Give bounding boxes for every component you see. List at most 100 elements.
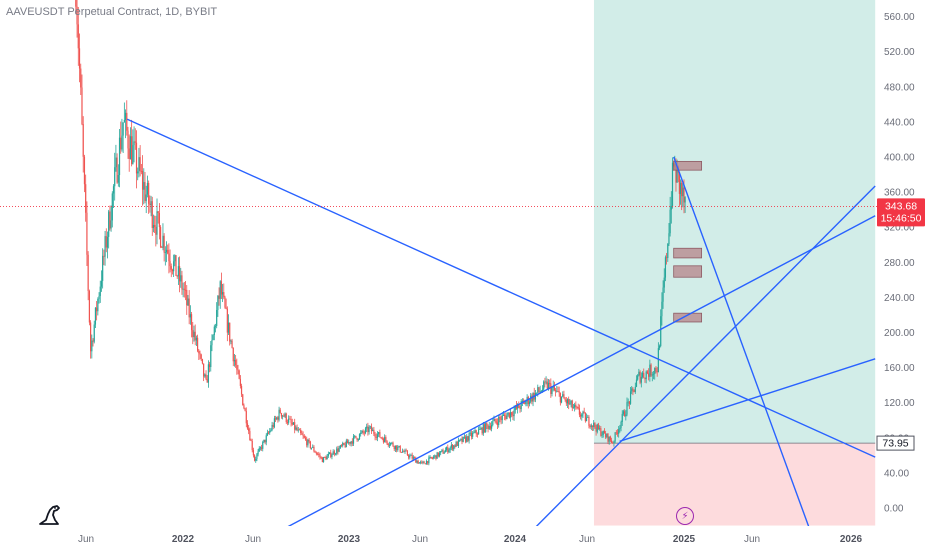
candle [343, 443, 345, 445]
loss-zone[interactable] [593, 443, 876, 526]
candle [392, 442, 394, 447]
candle [225, 307, 227, 309]
candle [223, 292, 225, 298]
candle [362, 430, 364, 433]
profit-zone[interactable] [593, 0, 876, 444]
candle [91, 340, 93, 352]
candle [637, 375, 639, 380]
horizontal-box[interactable] [673, 247, 703, 259]
candle [273, 418, 276, 427]
candle [105, 236, 107, 248]
candle [403, 451, 405, 453]
candle [157, 211, 159, 214]
candle [134, 141, 136, 143]
candle [393, 446, 395, 450]
candle [651, 374, 653, 376]
candle [387, 443, 389, 446]
candle [454, 445, 456, 447]
price-tick-label: 120.00 [884, 398, 915, 409]
candle [668, 233, 670, 245]
candle [427, 460, 429, 464]
candle [313, 446, 315, 452]
horizontal-box[interactable] [673, 312, 703, 323]
horizontal-boxes [673, 160, 703, 323]
candle [622, 411, 625, 414]
candle [349, 442, 351, 444]
candle [152, 225, 155, 228]
candle [262, 442, 264, 449]
candle [321, 457, 323, 463]
candle [384, 437, 386, 443]
candle [258, 448, 260, 452]
candle [314, 451, 316, 453]
candle [436, 452, 438, 459]
candle [115, 157, 117, 168]
candle [318, 454, 320, 455]
candle [670, 205, 672, 210]
price-axis[interactable]: 560.00 520.00 480.00 440.00 400.00 360.00 320.… [884, 12, 915, 514]
candle [154, 225, 156, 227]
candle [150, 201, 152, 206]
candle [447, 447, 449, 453]
candle [340, 445, 343, 447]
candle [327, 453, 329, 456]
candle [188, 298, 190, 318]
candle [78, 48, 81, 69]
candle [248, 428, 250, 432]
candle [373, 429, 375, 434]
candle [463, 436, 465, 438]
candle [382, 438, 385, 443]
candle [648, 373, 650, 377]
candle [345, 440, 347, 447]
candle [396, 445, 398, 451]
candle [422, 461, 424, 463]
candle [404, 450, 406, 453]
trendline[interactable] [126, 118, 876, 458]
candle [175, 255, 177, 276]
flash-icon[interactable]: ⚡ [676, 507, 694, 525]
time-tick-label: Jun [245, 534, 261, 545]
candle [652, 373, 655, 375]
candle [220, 281, 223, 295]
candle [541, 389, 544, 392]
time-tick-label: Jun [744, 534, 760, 545]
candle [535, 392, 538, 394]
candle [93, 324, 95, 342]
horizontal-box[interactable] [673, 265, 703, 278]
time-axis[interactable]: Jun 2022 Jun 2023 Jun 2024 Jun 2025 Jun 2026 [78, 534, 863, 545]
trendline[interactable] [520, 185, 876, 543]
last-price-label: 343.68 [885, 200, 917, 212]
tradingview-dino-icon[interactable] [36, 500, 64, 528]
horizontal-box[interactable] [673, 160, 703, 171]
candle [144, 182, 146, 202]
candle [324, 457, 326, 458]
candle [265, 435, 267, 443]
candle [475, 430, 477, 434]
candle [462, 436, 464, 442]
candle [474, 430, 476, 433]
candle [360, 432, 362, 435]
candle [271, 425, 273, 431]
candle [569, 403, 571, 405]
candle [109, 211, 111, 229]
candle [82, 124, 84, 157]
candle [322, 457, 325, 463]
candle [517, 403, 519, 409]
candle [133, 141, 135, 146]
candle [492, 421, 494, 425]
candle [575, 404, 577, 407]
trendline[interactable] [257, 215, 876, 543]
candle [219, 281, 221, 299]
candle [385, 437, 387, 441]
trendline[interactable] [673, 156, 815, 543]
candle [201, 358, 204, 364]
price-tick-label: 160.00 [884, 363, 915, 374]
candle [184, 289, 187, 291]
candle [277, 417, 279, 420]
time-tick-label: 2026 [840, 534, 863, 545]
trendline[interactable] [619, 358, 876, 442]
candle [149, 203, 151, 206]
candle [419, 461, 422, 463]
